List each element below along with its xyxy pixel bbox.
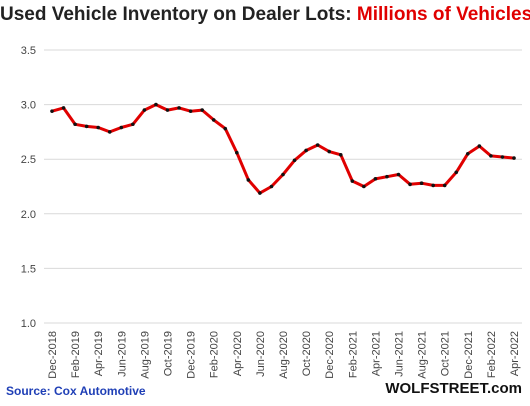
- x-tick-label: Apr-2020: [232, 331, 244, 376]
- data-point: [96, 125, 100, 130]
- y-axis-ticks: 1.0 1.5 2.0 2.5 3.0 3.5: [21, 45, 36, 330]
- data-point: [165, 108, 170, 112]
- data-point: [131, 122, 135, 127]
- data-point: [107, 130, 112, 134]
- x-tick-label: Dec-2020: [324, 331, 336, 379]
- data-point: [408, 182, 412, 187]
- x-tick-label: Oct-2019: [163, 331, 175, 376]
- data-point: [431, 183, 435, 188]
- x-tick-label: Oct-2020: [301, 331, 313, 376]
- x-tick-label: Feb-2019: [70, 331, 82, 378]
- x-tick-label: Feb-2020: [209, 331, 221, 378]
- x-tick-label: Dec-2021: [463, 331, 475, 379]
- title-main: Used Vehicle Inventory on Dealer Lots:: [0, 4, 357, 25]
- y-tick-label: 1.5: [21, 263, 36, 275]
- data-point: [142, 108, 147, 112]
- data-point: [223, 126, 228, 131]
- data-point: [119, 125, 124, 130]
- data-point: [200, 108, 204, 112]
- x-tick-label: Oct-2021: [440, 331, 452, 376]
- data-point: [454, 170, 459, 175]
- brand-label: WOLFSTREET.com: [385, 380, 522, 397]
- data-point: [211, 118, 216, 122]
- data-point: [315, 143, 320, 147]
- data-point: [385, 174, 389, 179]
- source-label: Source: Cox Automotive: [6, 384, 146, 398]
- gridlines: [44, 49, 522, 324]
- data-point: [350, 179, 355, 183]
- data-point: [246, 178, 251, 182]
- chart-title: Used Vehicle Inventory on Dealer Lots: M…: [0, 4, 530, 26]
- data-point: [50, 109, 54, 113]
- data-point: [154, 102, 158, 107]
- x-tick-label: Dec-2018: [47, 331, 59, 379]
- data-point: [188, 109, 193, 113]
- data-point: [73, 122, 77, 127]
- data-point: [442, 183, 447, 188]
- y-tick-label: 3.5: [21, 45, 36, 57]
- x-axis-ticks: Dec-2018 Feb-2019 Apr-2019 Jun-2019 Aug-2019…: [47, 331, 521, 379]
- x-tick-label: Feb-2021: [347, 331, 359, 378]
- data-point: [304, 148, 308, 153]
- data-point: [258, 191, 262, 195]
- y-tick-label: 2.0: [21, 209, 36, 221]
- data-point: [500, 155, 505, 159]
- x-tick-label: Aug-2021: [417, 331, 429, 379]
- x-tick-label: Aug-2020: [278, 331, 290, 379]
- data-point: [338, 153, 343, 157]
- data-point: [235, 150, 239, 155]
- y-tick-label: 2.5: [21, 154, 36, 166]
- data-point: [281, 172, 285, 177]
- x-tick-label: Apr-2021: [370, 331, 382, 376]
- data-point: [477, 144, 482, 148]
- y-tick-label: 1.0: [21, 318, 36, 330]
- data-point: [512, 156, 516, 160]
- data-point: [419, 181, 424, 186]
- data-point: [292, 158, 297, 163]
- x-tick-label: Jun-2019: [116, 331, 128, 377]
- series-line: [51, 103, 515, 195]
- data-point: [84, 124, 89, 129]
- x-tick-label: Aug-2019: [139, 331, 151, 379]
- data-markers: [50, 102, 516, 195]
- x-tick-label: Jun-2020: [255, 331, 267, 377]
- series: [51, 103, 515, 195]
- data-point: [396, 172, 401, 177]
- data-point: [373, 177, 378, 181]
- data-point: [327, 149, 332, 154]
- data-point: [466, 151, 470, 156]
- data-point: [362, 184, 366, 189]
- data-point: [61, 106, 66, 110]
- x-tick-label: Apr-2022: [509, 331, 521, 376]
- data-point: [269, 184, 274, 189]
- data-point: [489, 154, 493, 158]
- data-point: [177, 106, 181, 110]
- y-tick-label: 3.0: [21, 100, 36, 112]
- title-accent: Millions of Vehicles: [356, 4, 530, 25]
- x-tick-label: Feb-2022: [486, 331, 498, 378]
- x-tick-label: Jun-2021: [394, 331, 406, 377]
- x-tick-label: Apr-2019: [93, 331, 105, 376]
- x-tick-label: Dec-2019: [186, 331, 198, 379]
